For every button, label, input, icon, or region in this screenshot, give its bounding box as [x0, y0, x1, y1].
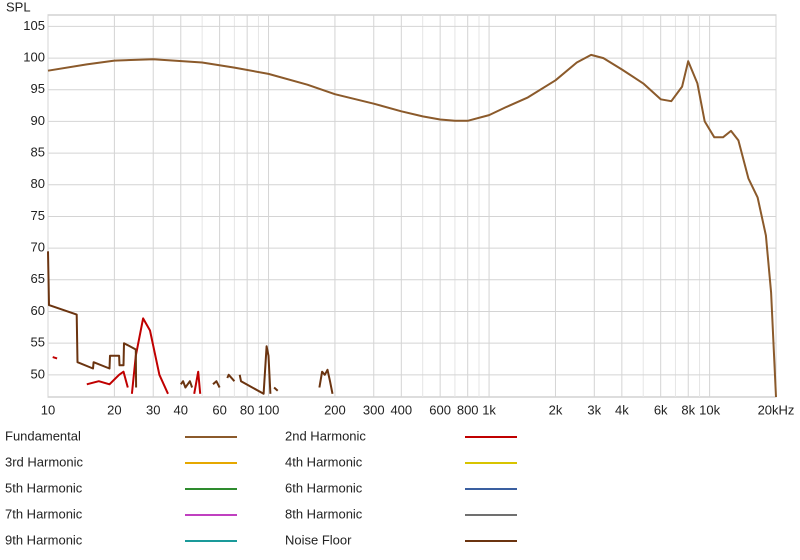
legend-label: Fundamental [5, 428, 81, 443]
series-line [47, 251, 334, 395]
legend-label: 6th Harmonic [285, 480, 363, 495]
x-tick-label: 60 [212, 402, 226, 417]
legend-label: 3rd Harmonic [5, 454, 84, 469]
legend-label: 2nd Harmonic [285, 428, 366, 443]
x-tick-label: 400 [390, 402, 412, 417]
y-tick-label: 75 [31, 208, 45, 223]
legend-label: 9th Harmonic [5, 532, 83, 547]
x-tick-label: 4k [615, 402, 629, 417]
y-tick-label: 85 [31, 145, 45, 160]
y-tick-label: 90 [31, 113, 45, 128]
x-tick-label: 20kHz [758, 402, 795, 417]
x-tick-label: 300 [363, 402, 385, 417]
y-tick-label: 105 [23, 18, 45, 33]
series-line [47, 53, 777, 398]
x-tick-label: 10 [41, 402, 55, 417]
x-tick-label: 6k [654, 402, 668, 417]
y-tick-label: 50 [31, 366, 45, 381]
x-tick-label: 80 [240, 402, 254, 417]
legend-label: 5th Harmonic [5, 480, 83, 495]
x-tick-label: 600 [429, 402, 451, 417]
x-tick-label: 1k [482, 402, 496, 417]
y-tick-label: 95 [31, 81, 45, 96]
y-axis-label: SPL [6, 0, 31, 14]
y-tick-label: 60 [31, 303, 45, 318]
x-tick-label: 40 [174, 402, 188, 417]
legend-label: Noise Floor [285, 532, 352, 547]
legend-label: 7th Harmonic [5, 506, 83, 521]
x-tick-label: 200 [324, 402, 346, 417]
series-line [52, 317, 202, 395]
y-tick-label: 65 [31, 271, 45, 286]
x-tick-label: 8k [681, 402, 695, 417]
legend-label: 4th Harmonic [285, 454, 363, 469]
plot-area [47, 14, 777, 398]
x-tick-label: 3k [587, 402, 601, 417]
x-tick-label: 20 [107, 402, 121, 417]
x-tick-label: 30 [146, 402, 160, 417]
x-tick-label: 2k [549, 402, 563, 417]
y-tick-label: 100 [23, 50, 45, 65]
y-tick-label: 80 [31, 176, 45, 191]
y-tick-label: 55 [31, 335, 45, 350]
legend-label: 8th Harmonic [285, 506, 363, 521]
y-tick-label: 70 [31, 240, 45, 255]
x-tick-label: 100 [258, 402, 280, 417]
x-tick-label: 10k [699, 402, 720, 417]
x-tick-label: 800 [457, 402, 479, 417]
